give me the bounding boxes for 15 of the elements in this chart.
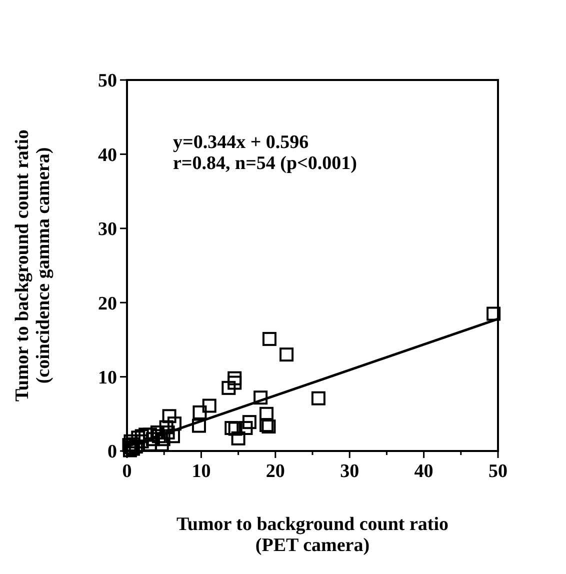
- y-tick-label: 0: [108, 442, 117, 463]
- y-tick-label: 50: [98, 70, 117, 92]
- x-tick-label: 10: [192, 461, 211, 482]
- x-tick-label: 50: [488, 461, 508, 482]
- x-tick-label: 40: [414, 461, 434, 482]
- y-tick-label: 10: [98, 367, 117, 388]
- x-tick-label: 20: [266, 461, 285, 482]
- annotation: y=0.344x + 0.596 r=0.84, n=54 (p<0.001): [173, 132, 357, 174]
- y-tick-label: 40: [98, 144, 117, 166]
- y-tick-label: 20: [98, 293, 117, 314]
- x-tick-label: 30: [340, 461, 360, 482]
- y-axis-title: Tumor to background count ratio (coincidence gamma camera): [12, 129, 54, 402]
- y-tick-label: 30: [98, 219, 117, 240]
- x-tick-label: 0: [122, 461, 132, 482]
- x-axis-title: Tumor to background count ratio (PET camera): [176, 514, 449, 556]
